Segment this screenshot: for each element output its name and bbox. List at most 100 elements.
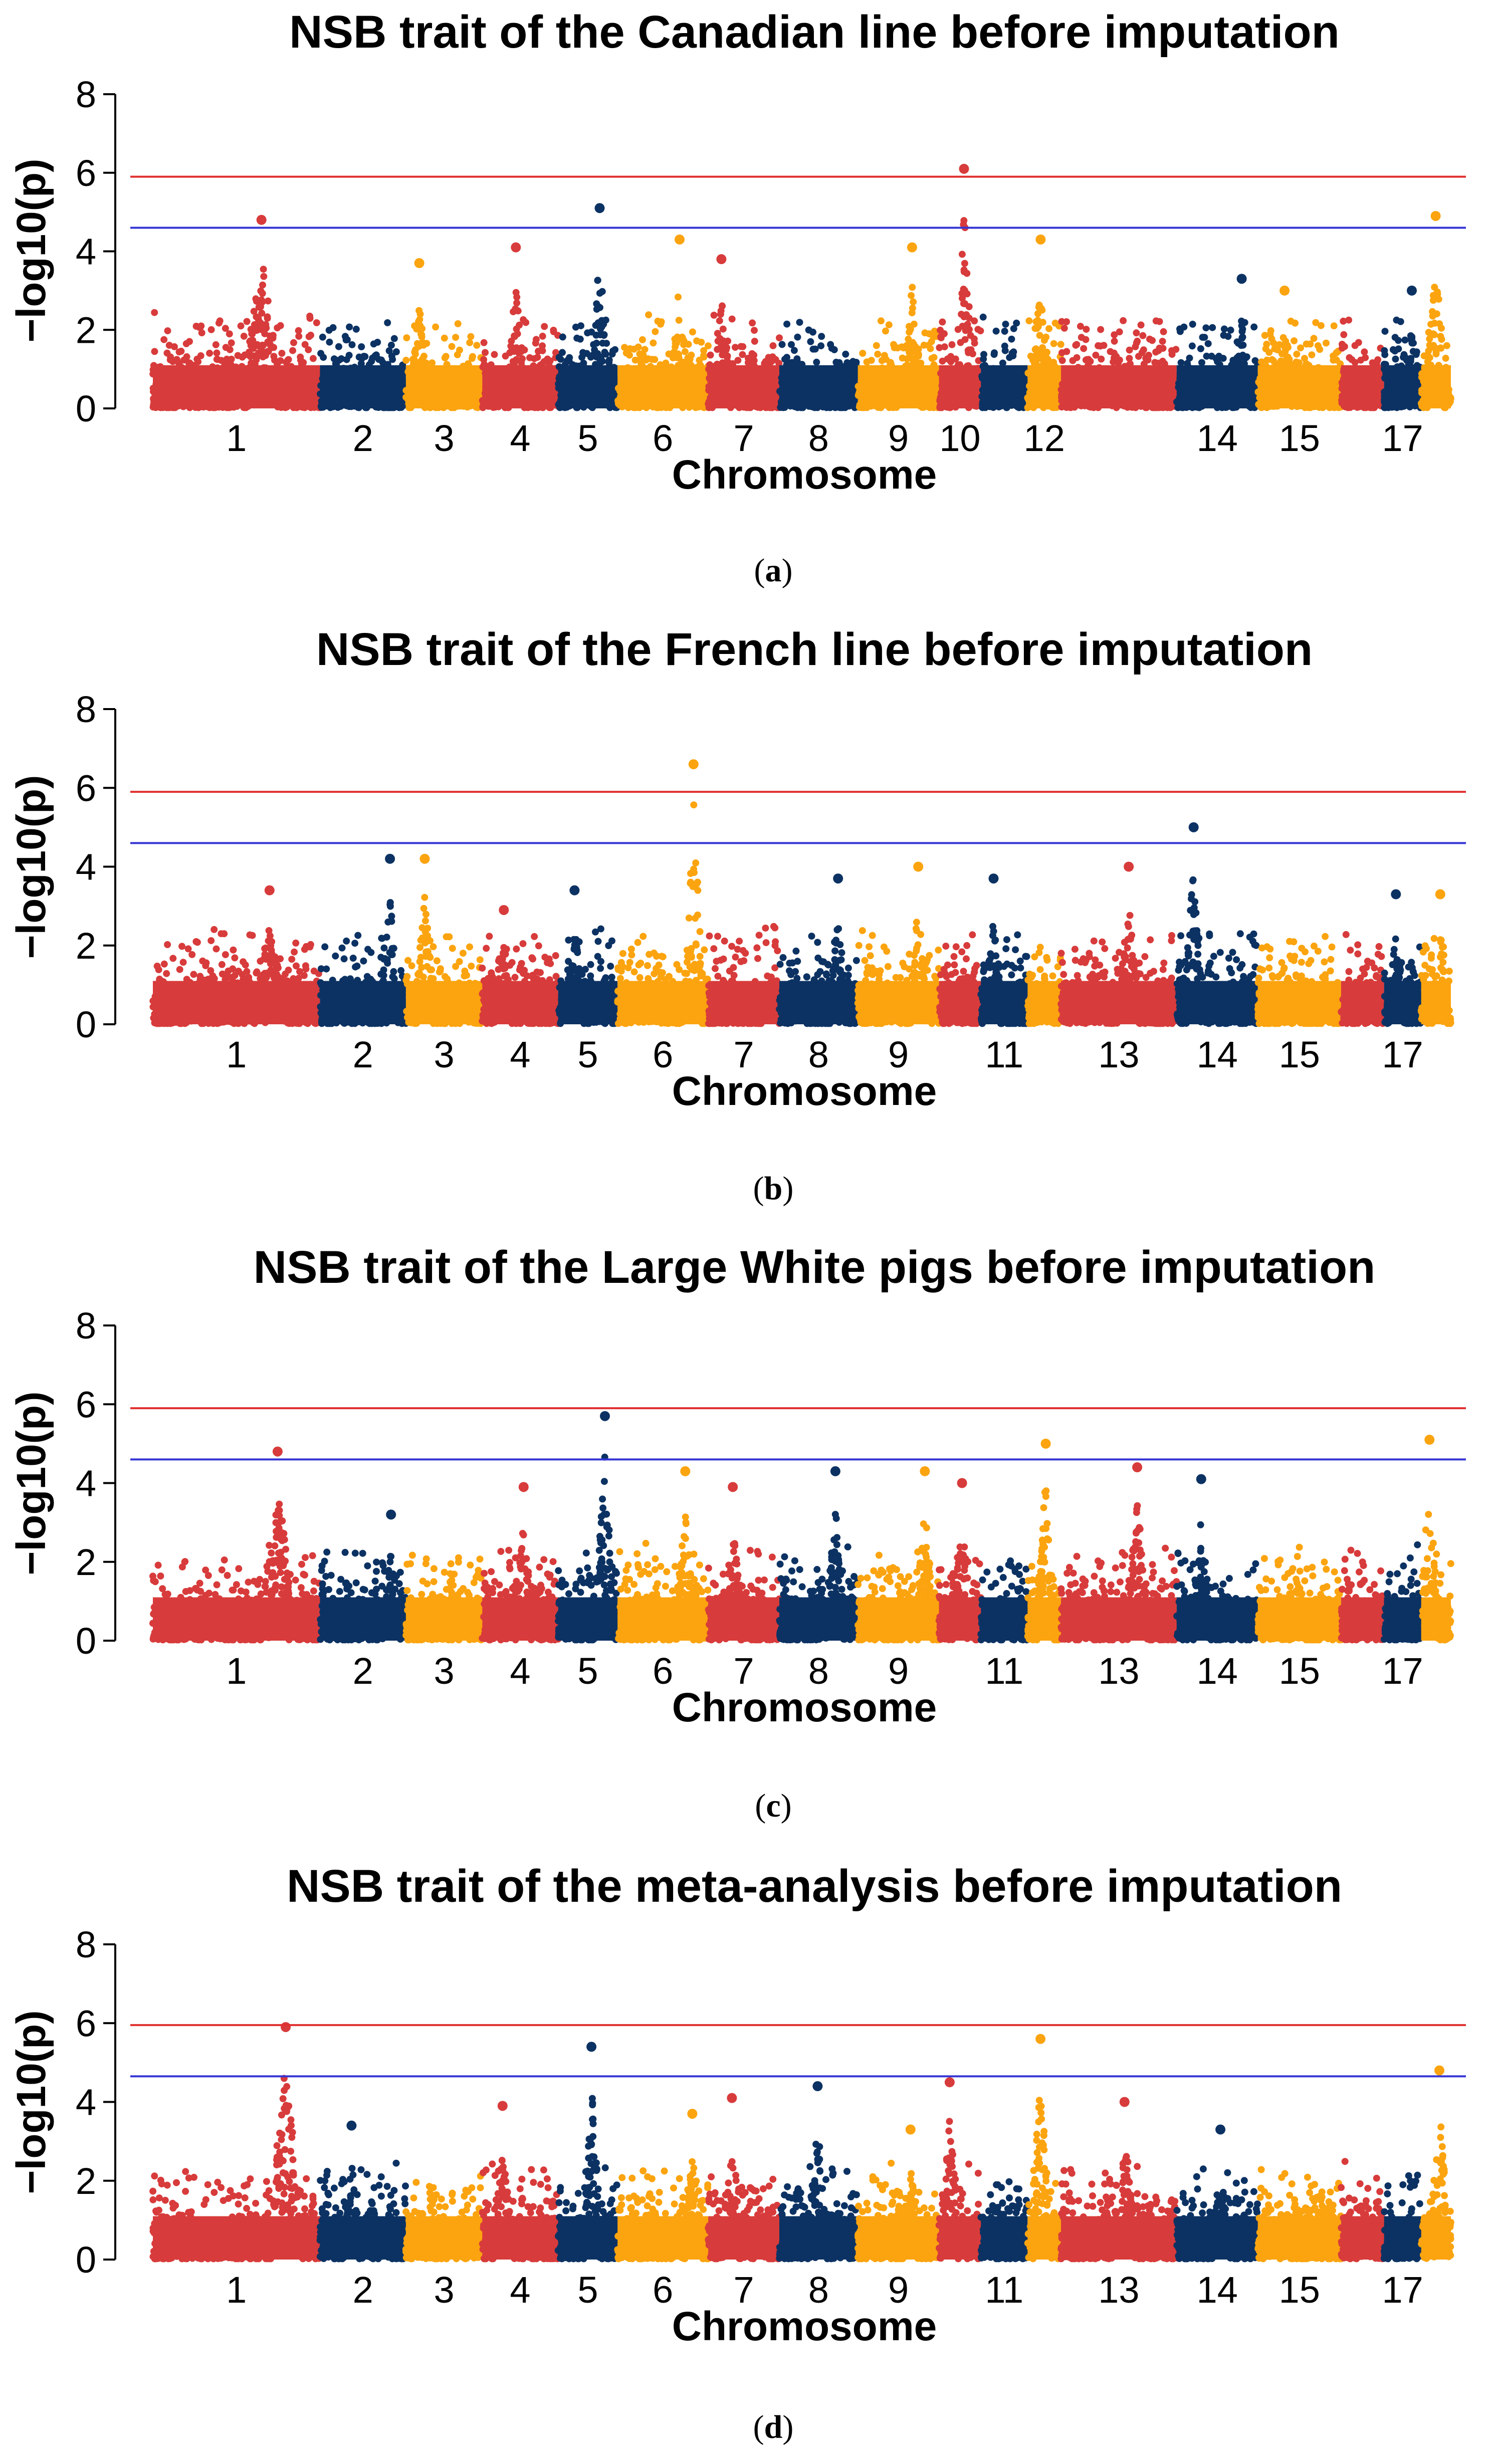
peak-point-chr1	[281, 2022, 291, 2033]
chart-title: NSB trait of the Large White pigs before…	[254, 1242, 1376, 1293]
peak-point-chr12	[1040, 1438, 1051, 1449]
chromosome-10-points	[936, 931, 984, 1027]
chromosome-16-points	[1338, 316, 1387, 411]
y-tick-label: 8	[76, 1305, 96, 1347]
chromosome-tick-label: 11	[985, 1650, 1023, 1692]
chromosome-5-points	[555, 1453, 621, 1644]
x-axis-label: Chromosome	[672, 1685, 937, 1730]
x-axis-label: Chromosome	[672, 1068, 937, 1114]
snp-points	[149, 1411, 1454, 1644]
chromosome-10-points	[936, 217, 984, 411]
chromosome-9-points	[854, 284, 943, 411]
peak-point-chr9	[920, 1466, 930, 1476]
peak-point-chr14	[1236, 274, 1247, 284]
chromosome-11-points	[977, 923, 1031, 1027]
chromosome-tick-label: 8	[808, 2269, 829, 2311]
panel-caption: (a)	[754, 552, 793, 589]
y-tick-label: 0	[76, 1620, 96, 1662]
chromosome-4-points	[479, 289, 562, 411]
chromosome-16-points	[1338, 1546, 1388, 1644]
peak-point-chr12	[1035, 234, 1046, 245]
chromosome-14-points	[1173, 876, 1260, 1027]
y-tick-label: 0	[76, 388, 96, 429]
peak-point-chr13	[1119, 2097, 1130, 2107]
chart-title: NSB trait of the meta-analysis before im…	[287, 1861, 1342, 1912]
snp-points	[149, 759, 1454, 1027]
manhattan-panel-1: NSB trait of the Canadian line before im…	[9, 7, 1466, 589]
chromosome-tick-label: 6	[653, 2269, 673, 2311]
peak-point-chr10	[957, 1478, 967, 1488]
chromosome-17-points	[1381, 935, 1425, 1027]
chromosome-1-points	[149, 2075, 324, 2263]
chromosome-17-points	[1380, 316, 1425, 411]
chromosome-tick-label: 5	[577, 417, 598, 459]
chromosome-tick-label: 15	[1279, 1034, 1320, 1075]
chromosome-7-points	[705, 923, 783, 1027]
chromosome-2-points	[317, 899, 409, 1027]
peak-point-chr9	[905, 2124, 916, 2135]
chromosome-17-points	[1380, 2171, 1425, 2263]
manhattan-panel-2: NSB trait of the French line before impu…	[9, 624, 1466, 1207]
peak-point-chr6	[675, 234, 685, 245]
chromosome-11-points	[977, 1557, 1031, 1644]
chromosome-4-points	[479, 2156, 562, 2263]
peak-point-chr2	[346, 2120, 357, 2131]
chromosome-9-points	[854, 2159, 942, 2263]
peak-point-chr14	[1215, 2124, 1226, 2135]
chromosome-7-points	[705, 1540, 783, 1644]
peak-point-chr18	[1424, 1435, 1435, 1445]
peak-point-chr6	[680, 1466, 691, 1476]
manhattan-panel-3: NSB trait of the Large White pigs before…	[9, 1242, 1466, 1824]
peak-point-chr18	[1434, 2065, 1444, 2076]
chromosome-tick-label: 3	[434, 2269, 455, 2311]
snp-points	[149, 2022, 1454, 2263]
chromosome-9-points	[854, 919, 943, 1027]
chromosome-tick-label: 14	[1197, 2269, 1238, 2311]
chromosome-2-points	[317, 1548, 409, 1644]
y-tick-label: 6	[76, 767, 96, 809]
chromosome-8-points	[776, 1511, 862, 1644]
x-axis-label: Chromosome	[672, 2304, 937, 2349]
y-axis: 0 2 4 6 8	[76, 74, 116, 429]
chromosome-tick-label: 15	[1279, 1650, 1320, 1692]
peak-point-chr13	[1132, 1462, 1143, 1473]
peak-point-chr18	[1430, 210, 1441, 221]
chromosome-15-points	[1254, 933, 1345, 1027]
chromosome-12-points	[1024, 2097, 1064, 2263]
panel-caption: (b)	[753, 1170, 794, 1207]
y-tick-label: 8	[76, 689, 96, 730]
peak-point-chr3	[414, 258, 424, 269]
chromosome-tick-label: 11	[985, 2269, 1023, 2311]
chromosome-tick-label: 5	[577, 1650, 598, 1692]
peak-point-chr14	[1196, 1474, 1206, 1484]
y-tick-label: 6	[76, 1384, 96, 1425]
peak-point-chr14	[1188, 822, 1199, 832]
y-axis: 0 2 4 6 8	[76, 1924, 116, 2281]
chromosome-12-points	[1024, 1487, 1064, 1644]
chromosome-14-points	[1173, 317, 1261, 411]
chromosome-tick-label: 2	[353, 1034, 373, 1075]
chromosome-tick-label: 17	[1382, 417, 1423, 459]
peak-point-chr4	[499, 905, 509, 915]
chromosome-2-points	[316, 2159, 409, 2263]
chromosome-tick-label: 1	[226, 2269, 247, 2311]
y-axis-label: −log10(p)	[9, 775, 54, 959]
y-tick-label: 0	[76, 1004, 96, 1045]
peak-point-chr5	[569, 885, 580, 895]
chromosome-tick-label: 4	[510, 2269, 530, 2311]
chromosome-tick-label: 1	[226, 417, 247, 459]
peak-point-chr5	[600, 1411, 610, 1421]
panel-caption: (d)	[753, 2409, 794, 2445]
peak-point-chr9	[907, 242, 917, 253]
y-axis: 0 2 4 6 8	[76, 1305, 116, 1662]
peak-point-chr8	[830, 1466, 840, 1476]
chromosome-15-points	[1254, 1543, 1345, 1644]
chromosome-10-points	[935, 2118, 984, 2263]
chromosome-1-points	[149, 1500, 323, 1644]
peak-point-chr12	[1035, 2034, 1046, 2044]
peak-point-chr2	[385, 853, 395, 864]
peak-point-chr4	[497, 2101, 508, 2111]
chromosome-13-points	[1057, 912, 1180, 1027]
chromosome-14-points	[1173, 1521, 1261, 1644]
